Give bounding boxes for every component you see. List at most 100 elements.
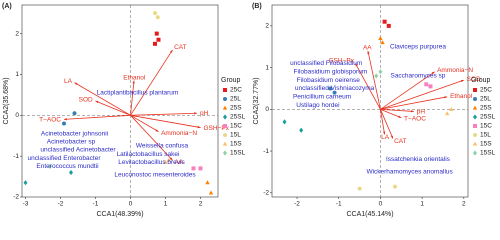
species-label: Saccharomyces sp <box>390 73 445 80</box>
arrow-head <box>197 125 201 129</box>
x-tick-label: -3 <box>23 201 29 208</box>
legend-swatch <box>223 88 227 92</box>
point <box>378 35 383 40</box>
arrow <box>130 114 159 132</box>
point <box>393 184 398 189</box>
legend-swatch <box>473 133 477 137</box>
chart: -3 -2 -1 0 1 2 -2 -1 0 1 2 CCA1(48.39%) CCA2(35.68%)… <box>2 3 496 218</box>
y-tick-label: 2 <box>265 23 269 30</box>
point <box>332 90 337 95</box>
arrow <box>130 114 201 128</box>
arrow-label: AA <box>175 159 184 166</box>
point <box>153 11 157 16</box>
point <box>208 190 214 195</box>
legend-swatch <box>473 124 477 128</box>
arrow-label: pH <box>417 108 426 115</box>
arrow <box>380 108 402 119</box>
arrow-head <box>74 82 78 86</box>
arrow-label: GSH−Px <box>203 125 229 132</box>
point <box>299 127 304 133</box>
arrow-label: Ammonia−N <box>161 130 197 137</box>
arrow <box>380 108 414 112</box>
y-tick-label: -1 <box>263 148 269 155</box>
x-axis-title: CCA1(45.14%) <box>346 211 393 218</box>
species-label: Lactiplantibacillus plantarum <box>97 90 179 97</box>
legend-label: 15L <box>480 132 491 139</box>
y-tick-label: -2 <box>263 190 269 197</box>
x-tick-label: -1 <box>336 201 342 208</box>
point <box>205 180 210 185</box>
arrow-label: SOD <box>79 97 93 104</box>
arrow-label: T−AOC <box>39 116 61 123</box>
species-label: unclassified Enterobacter <box>28 155 102 162</box>
point <box>382 19 387 24</box>
species-label: Filobasidium globisporum <box>294 69 368 76</box>
y-tick-label: -2 <box>13 194 19 201</box>
page: -3 -2 -1 0 1 2 -2 -1 0 1 2 CCA1(48.39%) CCA2(35.68%)… <box>2 2 496 218</box>
x-tick-label: -2 <box>58 201 64 208</box>
species-label: Claviceps purpurea <box>390 43 446 50</box>
legend-swatch <box>473 88 477 92</box>
point <box>386 23 391 28</box>
legend-label: 15SL <box>480 150 496 157</box>
panel-label: (B) <box>252 3 262 10</box>
legend-label: 15S <box>230 141 242 148</box>
point <box>328 86 333 91</box>
point <box>282 119 287 125</box>
y-axis-title: CCA2(32.77%) <box>253 77 260 124</box>
species-label: Weissella confusa <box>136 143 189 150</box>
arrow-head <box>444 96 448 99</box>
species-label: unclassified Acinetobacter <box>40 147 116 154</box>
arrow <box>74 82 131 116</box>
legend-swatch <box>222 105 228 110</box>
legend-swatch <box>473 150 477 156</box>
arrow-head <box>95 100 99 104</box>
y-tick-label: 0 <box>15 112 19 119</box>
arrow <box>380 96 448 110</box>
arrow-label: LA <box>64 78 73 85</box>
point <box>378 69 383 75</box>
point <box>198 166 203 171</box>
arrow-head <box>355 63 358 67</box>
arrow-label: GSH−Px <box>328 58 354 65</box>
arrow-label: T−AOC <box>404 116 426 123</box>
arrow-label: SOD <box>467 76 481 83</box>
x-tick-label: 0 <box>129 201 133 208</box>
point <box>428 84 433 89</box>
species-label: Issatchenkia orientalis <box>386 156 451 163</box>
arrow <box>130 112 198 116</box>
arrow-head <box>390 135 393 139</box>
x-axis-title: CCA1(48.39%) <box>96 211 143 218</box>
plot-frame <box>21 4 219 198</box>
legend-label: 15C <box>230 123 242 130</box>
point <box>374 73 379 79</box>
point <box>154 31 159 36</box>
legend-swatch <box>472 105 478 110</box>
y-axis-title: CCA2(35.68%) <box>3 77 10 124</box>
legend-label: 25L <box>230 96 241 103</box>
species-label: Levilactobacillus brevis <box>118 159 185 166</box>
legend-swatch <box>473 114 477 120</box>
species-label: unclassified Filobasidium <box>290 60 362 67</box>
legend-swatch <box>473 97 477 101</box>
species-label: Penicillium carneum <box>293 94 351 101</box>
arrow-label: CAT <box>174 44 187 51</box>
x-tick-label: 2 <box>199 201 203 208</box>
arrow-head <box>398 115 402 118</box>
arrow-head <box>169 157 173 161</box>
legend-label: 25C <box>480 87 492 94</box>
arrow-head <box>460 79 464 83</box>
y-tick-label: 1 <box>265 64 269 71</box>
arrow <box>367 50 381 110</box>
legend-swatch <box>223 114 227 120</box>
x-tick-label: -1 <box>93 201 99 208</box>
x-tick-label: 0 <box>379 201 383 208</box>
point <box>166 157 172 162</box>
arrow-label: AA <box>363 45 372 52</box>
arrow <box>130 49 173 116</box>
legend-label: 25S <box>480 105 492 112</box>
arrow-head <box>155 129 159 132</box>
legend-swatch <box>223 97 227 101</box>
point <box>156 37 161 42</box>
arrow-head <box>431 71 435 75</box>
